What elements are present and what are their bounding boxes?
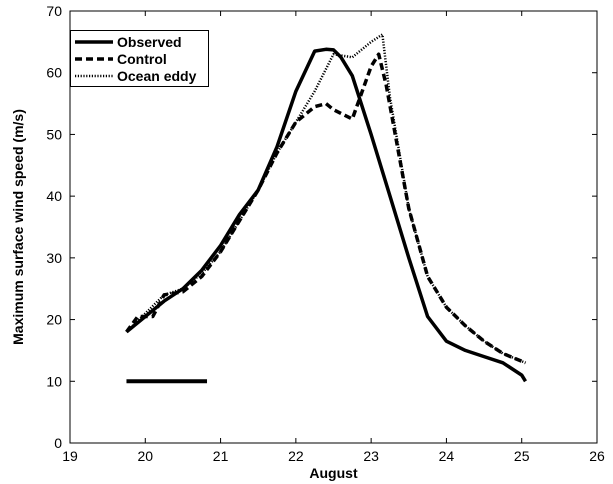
y-tick-label: 40 <box>46 188 62 204</box>
y-tick-label: 30 <box>46 250 62 266</box>
y-tick-label: 20 <box>46 312 62 328</box>
y-tick-label: 50 <box>46 126 62 142</box>
legend: Observed Control Ocean eddy <box>70 30 209 87</box>
y-tick-label: 0 <box>54 435 62 451</box>
x-tick-label: 25 <box>514 448 530 464</box>
y-tick-label: 10 <box>46 373 62 389</box>
series-layer <box>125 33 527 383</box>
legend-control-label: Control <box>117 51 167 67</box>
axes: 19 20 21 22 23 24 25 26 0 10 20 30 40 50 60 70 <box>46 3 605 464</box>
x-tick-label: 26 <box>589 448 605 464</box>
y-tick-label: 60 <box>46 65 62 81</box>
x-tick-label: 21 <box>213 448 229 464</box>
y-axis-label: Maximum surface wind speed (m/s) <box>10 109 26 345</box>
x-axis-label: August <box>309 465 358 481</box>
x-tick-label: 24 <box>439 448 455 464</box>
legend-box <box>70 30 209 87</box>
legend-observed-label: Observed <box>117 34 182 50</box>
x-tick-label: 20 <box>137 448 153 464</box>
x-tick-label: 23 <box>363 448 379 464</box>
legend-ocean-eddy-label: Ocean eddy <box>117 68 197 84</box>
plot-frame <box>69 10 598 444</box>
x-tick-label: 19 <box>62 448 78 464</box>
series-line-ocean-eddy <box>125 33 526 364</box>
series-line-control <box>125 52 527 365</box>
y-tick-label: 70 <box>46 3 62 19</box>
series-line-observed <box>125 47 527 383</box>
x-tick-label: 22 <box>288 448 304 464</box>
